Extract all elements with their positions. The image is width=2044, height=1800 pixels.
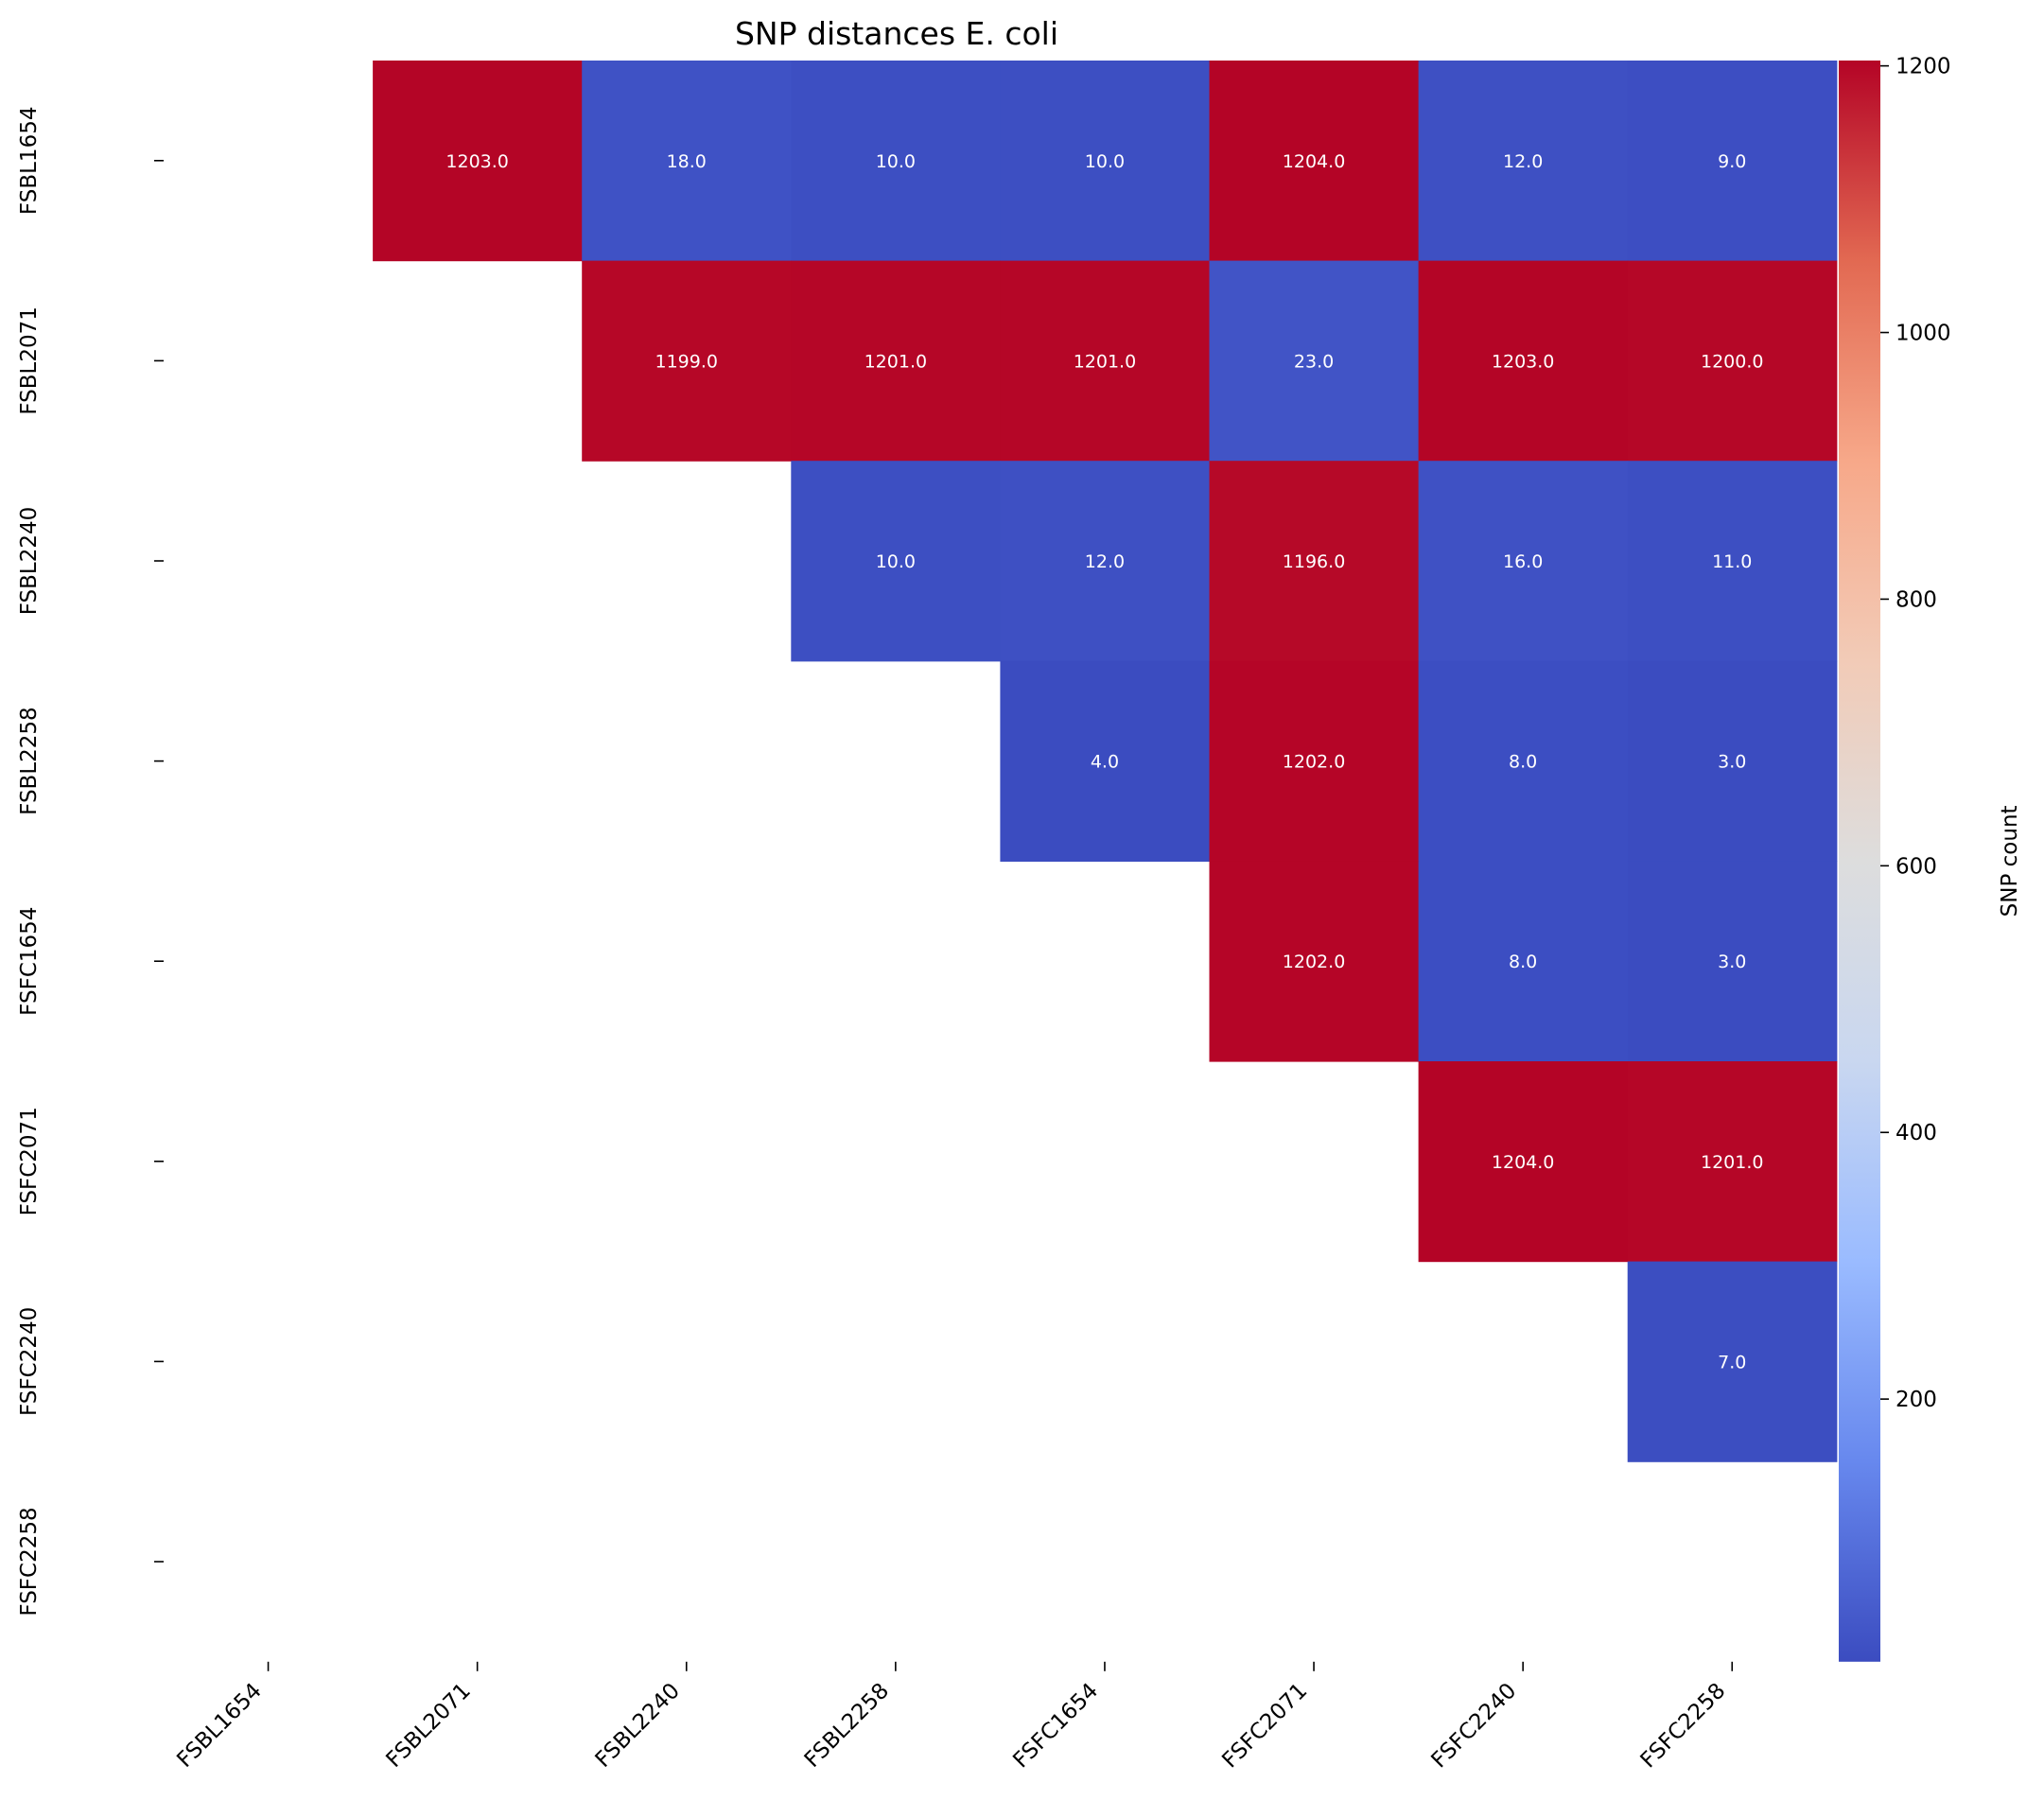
cell-value-label: 1201.0 [865,351,927,372]
heatmap-cell [1627,660,1838,862]
heatmap-cell [1209,861,1420,1062]
cell-value-label: 23.0 [1294,351,1334,372]
cell-value-label: 18.0 [667,151,707,172]
cell-value-label: 1204.0 [1283,151,1345,172]
cell-value-label: 12.0 [1503,151,1543,172]
heatmap-cell [1418,660,1629,862]
cell-value-label: 8.0 [1509,752,1537,773]
cell-value-label: 1199.0 [655,351,718,372]
colorbar-tick-label: 1000 [1896,322,1951,346]
cell-value-label: 1200.0 [1701,351,1763,372]
y-tick-label: FSBL2071 [17,306,42,415]
y-tick-label: FSFC1654 [17,907,42,1016]
colorbar-tick-label: 1200 [1896,55,1951,79]
cell-value-label: 12.0 [1085,551,1125,572]
cell-value-label: 16.0 [1503,551,1543,572]
heatmap-cell [1418,861,1629,1062]
heatmap-cell [373,61,583,262]
heatmap-cell [1000,461,1211,662]
colorbar-label: SNP count [1998,805,2022,917]
cell-value-label: 10.0 [1085,151,1125,172]
y-tick-label: FSFC2240 [17,1307,42,1416]
heatmap-cell [1418,461,1629,662]
cell-value-label: 1203.0 [1492,351,1554,372]
cell-value-label: 1203.0 [445,151,508,172]
cell-value-label: 10.0 [876,551,916,572]
x-tick-label: FSFC2240 [1427,1679,1522,1774]
heatmap-cell [1209,461,1420,662]
heatmap-cell [1000,61,1211,262]
x-tick-label: FSFC2258 [1636,1679,1731,1774]
heatmap-cell [1627,461,1838,662]
cell-value-label: 4.0 [1091,752,1119,773]
heatmap-cell [1627,61,1838,262]
heatmap-cell [791,260,1001,462]
y-tick-label: FSFC2258 [17,1507,42,1616]
x-tick-label: FSBL2258 [800,1679,894,1773]
heatmap-cell [582,260,792,462]
cell-value-label: 3.0 [1718,952,1746,972]
x-tick-label: FSBL2240 [591,1679,685,1773]
heatmap-cell [1000,660,1211,862]
heatmap-cell [1209,660,1420,862]
cell-value-label: 1201.0 [1074,351,1136,372]
colorbar: 200 400 600 800 1000 1200 SNP count [1839,55,2022,1662]
x-axis: FSBL1654 FSBL2071 FSBL2240 FSBL2258 FSFC1654… [172,1661,1734,1774]
heatmap-cell [791,461,1001,662]
cell-value-label: 1202.0 [1283,752,1345,773]
x-tick-label: FSBL1654 [172,1679,266,1773]
cell-value-label: 8.0 [1509,952,1537,972]
cell-value-label: 3.0 [1718,752,1746,773]
heatmap-cell [1418,260,1629,462]
colorbar-gradient [1839,61,1880,1662]
y-axis: FSBL1654 FSBL2071 FSBL2240 FSBL2258 FSFC1654… [17,107,164,1617]
heatmap-cell [1209,61,1420,262]
heatmap-cell [1627,1261,1838,1462]
x-tick-label: FSBL2071 [381,1679,475,1773]
cell-value-label: 1201.0 [1701,1152,1763,1173]
colorbar-tick-label: 800 [1896,587,1937,612]
colorbar-tick-label: 400 [1896,1121,1937,1145]
heatmap-cell [1627,1061,1838,1263]
cell-value-label: 1202.0 [1283,952,1345,972]
colorbar-tick-label: 200 [1896,1388,1937,1412]
x-tick-label: FSFC1654 [1008,1679,1103,1774]
heatmap-cell [1209,260,1420,462]
y-tick-label: FSFC2071 [17,1107,42,1215]
cell-value-labels: 1203.0 18.0 10.0 10.0 1204.0 12.0 9.0 1199.0 120… [445,151,1763,1373]
heatmap-cell [1418,61,1629,262]
heatmap-cell [582,61,792,262]
heatmap-cell [1418,1061,1629,1263]
cell-value-label: 10.0 [876,151,916,172]
x-tick-label: FSFC2071 [1217,1679,1312,1774]
heatmap-cells [373,61,1838,1462]
cell-value-label: 9.0 [1718,151,1746,172]
heatmap-cell [1000,260,1211,462]
cell-value-label: 1196.0 [1283,551,1345,572]
chart-title: SNP distances E. coli [735,15,1058,52]
y-tick-label: FSBL2258 [17,707,42,815]
cell-value-label: 7.0 [1718,1352,1746,1372]
y-tick-label: FSBL2240 [17,507,42,616]
heatmap-cell [791,61,1001,262]
heatmap-cell [1627,861,1838,1062]
y-tick-label: FSBL1654 [17,107,42,216]
colorbar-tick-label: 600 [1896,854,1937,879]
heatmap-cell [1627,260,1838,462]
cell-value-label: 11.0 [1712,551,1752,572]
cell-value-label: 1204.0 [1492,1152,1554,1173]
